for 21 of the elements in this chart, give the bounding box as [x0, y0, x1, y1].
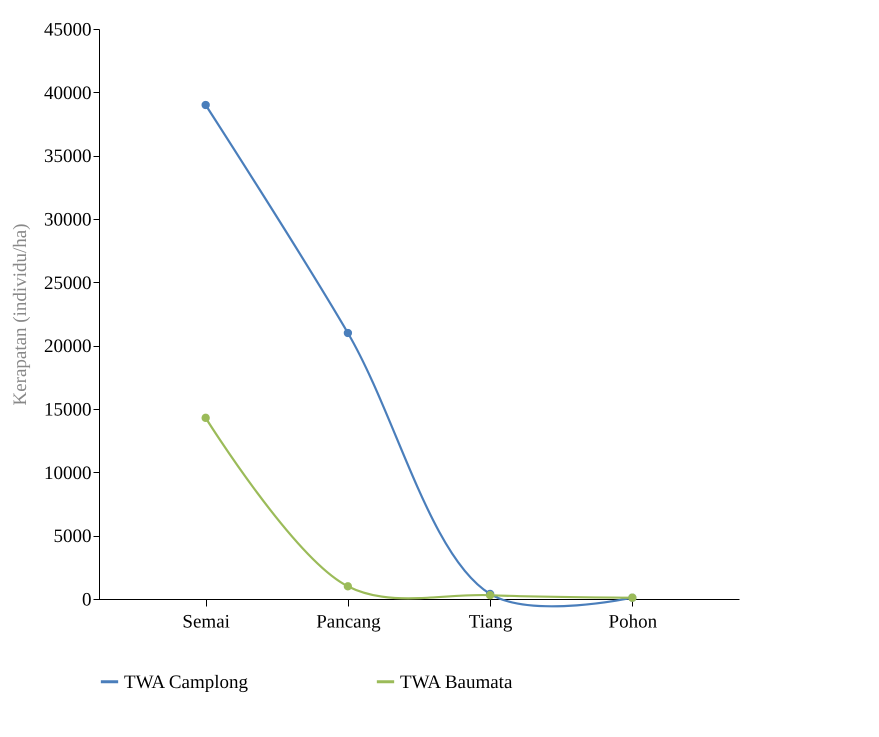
y-tick-label: 15000 — [44, 400, 92, 420]
x-tick-label: Tiang — [468, 612, 513, 632]
point — [344, 582, 352, 591]
legend-label: TWA Camplong — [124, 672, 249, 693]
y-tick-label: 0 — [82, 590, 92, 610]
x-tick-label: Pancang — [316, 612, 382, 632]
y-tick-label: 45000 — [44, 20, 92, 40]
x-tick-label: Pohon — [608, 612, 658, 632]
y-tick-label: 10000 — [44, 462, 92, 484]
y-tick-label: 35000 — [44, 146, 92, 168]
point — [344, 328, 352, 338]
point — [201, 414, 210, 422]
y-tick-label: 25000 — [44, 272, 92, 294]
y-tick-label: 40000 — [44, 82, 92, 104]
y-tick-label: 20000 — [44, 336, 92, 358]
y-axis-title: Kerapatan (individu/ha) — [10, 223, 31, 406]
y-tick-label: 30000 — [44, 210, 92, 230]
y-tick-label: 5000 — [54, 526, 92, 548]
legend-label: TWA Baumata — [400, 672, 513, 693]
point — [201, 100, 210, 110]
x-tick-label: Semai — [182, 612, 230, 632]
